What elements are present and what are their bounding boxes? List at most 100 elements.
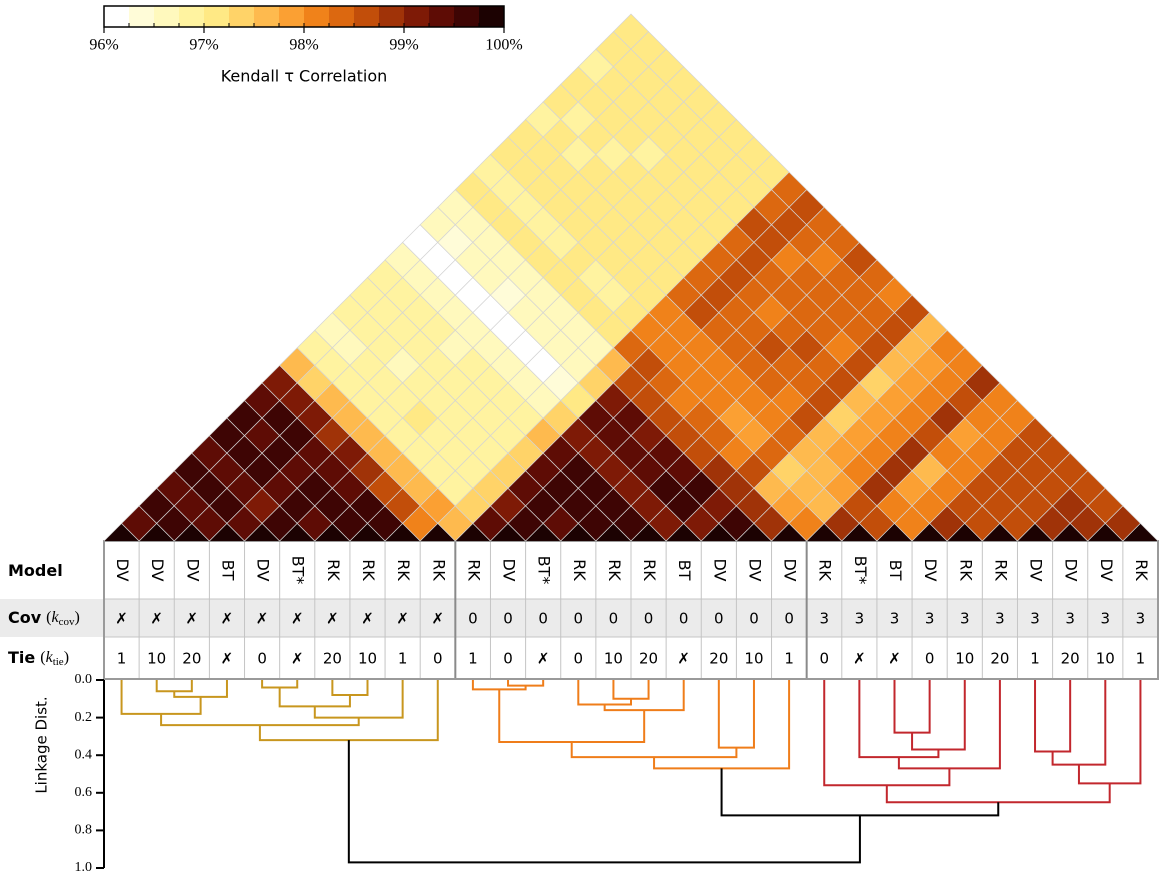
dendrogram-link	[261, 680, 299, 689]
colorbar-tick-label: 96%	[89, 37, 118, 54]
row-label-symbol: tie	[53, 656, 64, 668]
table-cell: ✗	[115, 610, 128, 628]
dendrogram-link	[717, 680, 755, 749]
model-cell: RK	[640, 559, 659, 581]
table-cell: 0	[644, 610, 654, 628]
colorbar-band	[329, 6, 355, 27]
model-cell: RK	[816, 559, 835, 581]
colorbar-label: Kendall τ Correlation	[221, 67, 388, 86]
model-cell: BT	[218, 560, 237, 581]
row-label-symbol: (	[46, 609, 51, 626]
dendrogram-link	[1077, 680, 1142, 785]
table-cell: 10	[358, 650, 377, 668]
table-cell: 3	[995, 610, 1005, 628]
table-cell: 3	[1030, 610, 1040, 628]
colorbar-band	[479, 6, 505, 27]
table-cell: ✗	[221, 650, 234, 668]
dendrogram-link	[897, 680, 1001, 770]
table-cell: 1	[784, 650, 794, 668]
model-cell: DV	[1027, 559, 1046, 582]
dendrogram-link	[577, 680, 632, 706]
model-cell: DV	[781, 559, 800, 582]
table-cell: 10	[744, 650, 763, 668]
row-label-symbol: cov	[59, 616, 75, 628]
table-cell: ✗	[853, 650, 866, 668]
table-cell: ✗	[361, 610, 374, 628]
model-cell: DV	[254, 559, 273, 582]
colorbar-tick-label: 100%	[485, 37, 522, 54]
table-cell: 20	[990, 650, 1009, 668]
table-cell: 20	[323, 650, 342, 668]
table-cell: 10	[1096, 650, 1115, 668]
y-tick-label: 0.0	[75, 672, 93, 687]
table-cell: ✗	[537, 650, 550, 668]
table-cell: 3	[960, 610, 970, 628]
dendrogram-link	[155, 680, 193, 693]
table-cell: 0	[749, 610, 759, 628]
heatmap-cell	[1122, 522, 1159, 541]
table-cell: 20	[182, 650, 201, 668]
row-label-name: Tie	[8, 648, 35, 667]
colorbar-band	[304, 6, 330, 27]
colorbar-band	[404, 6, 430, 27]
model-cell: RK	[324, 559, 343, 581]
table-cell: ✗	[888, 650, 901, 668]
dendrogram-link	[347, 740, 861, 864]
model-cell: BT	[886, 560, 905, 581]
table-cell: 10	[147, 650, 166, 668]
table-cell: ✗	[186, 610, 199, 628]
table-cell: ✗	[256, 610, 269, 628]
row-label: Model	[8, 561, 63, 580]
model-cell: DV	[1097, 559, 1116, 582]
table-cell: 1	[468, 650, 478, 668]
colorbar-band	[379, 6, 405, 27]
table-cell: 1	[398, 650, 408, 668]
table-cell: 1	[117, 650, 127, 668]
table-cell: ✗	[221, 610, 234, 628]
colorbar-band	[154, 6, 180, 27]
colorbar-band	[254, 6, 280, 27]
colorbar-tick-label: 98%	[289, 37, 318, 54]
dendrogram-link	[258, 680, 439, 742]
dendrogram-link	[278, 687, 351, 708]
colorbar-band	[429, 6, 455, 27]
row-label-symbol: (	[40, 649, 45, 666]
dendrogram-link	[331, 680, 369, 697]
heatmap	[103, 13, 1159, 541]
table-cell: 3	[1065, 610, 1075, 628]
model-cell: DV	[1062, 559, 1081, 582]
model-cell: BT*	[289, 556, 308, 585]
table-cell: 0	[257, 650, 267, 668]
dendrogram-link	[507, 680, 545, 687]
table-cell: ✗	[150, 610, 163, 628]
table-cell: 0	[819, 650, 829, 668]
colorbar-band	[454, 6, 480, 27]
y-tick-label: 0.6	[75, 785, 93, 800]
colorbar-band	[179, 6, 205, 27]
table-cell: 20	[1061, 650, 1080, 668]
table-cell: 0	[468, 610, 478, 628]
model-cell: DV	[500, 559, 519, 582]
model-cell: RK	[394, 559, 413, 581]
table-cell: ✗	[291, 610, 304, 628]
table-cell: 3	[925, 610, 935, 628]
table-cell: 0	[433, 650, 443, 668]
row-label-symbol: )	[64, 649, 69, 666]
table-row-background	[0, 599, 1158, 637]
table-cell: 0	[538, 610, 548, 628]
table-cell: 3	[855, 610, 865, 628]
model-cell: RK	[464, 559, 483, 581]
row-label: Cov (kcov)	[8, 608, 80, 628]
model-cell: DV	[183, 559, 202, 582]
colorbar-tick-label: 99%	[389, 37, 418, 54]
model-cell: DV	[113, 559, 132, 582]
colorbar-band	[229, 6, 255, 27]
model-cell: RK	[570, 559, 589, 581]
y-tick-label: 0.4	[75, 747, 93, 762]
dendrogram-link	[570, 742, 738, 759]
y-tick-label: 0.8	[75, 823, 93, 838]
table-cell: 0	[503, 610, 513, 628]
model-cell: BT*	[851, 556, 870, 585]
table-cell: ✗	[431, 610, 444, 628]
dendrogram-link	[612, 680, 650, 700]
